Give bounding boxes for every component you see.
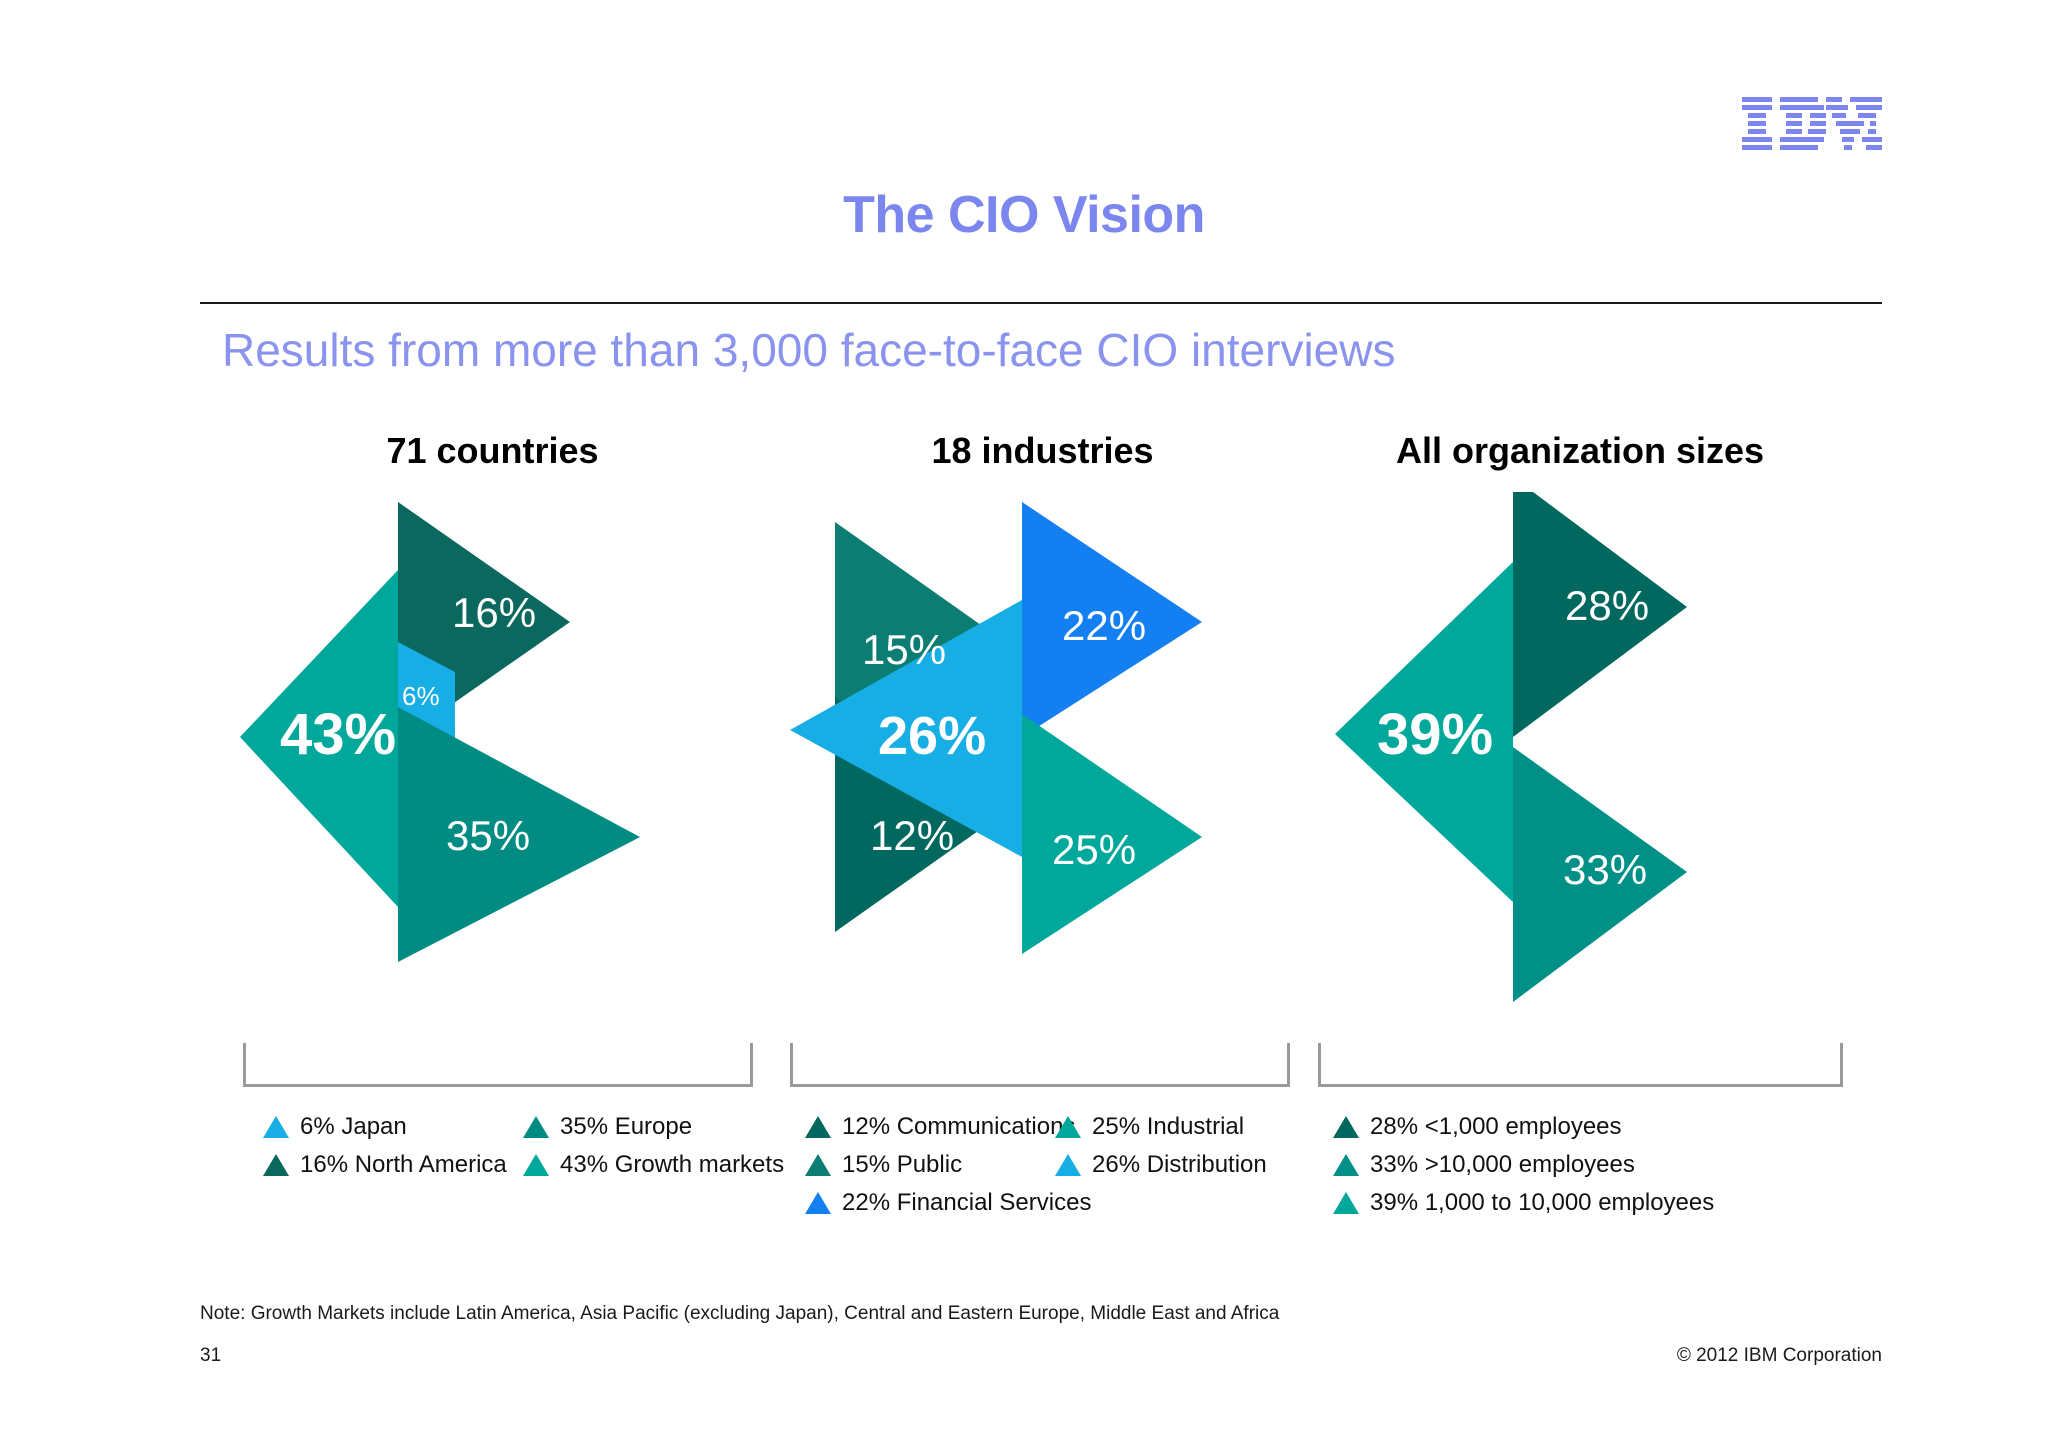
legend-item-north-america: 16% North America (263, 1146, 523, 1184)
legend-label: 16% North America (300, 1151, 507, 1178)
slice-label-growth-markets: 43% (280, 702, 396, 767)
triangle-marker-icon (805, 1116, 831, 1138)
legend-label: 25% Industrial (1092, 1113, 1245, 1140)
triangle-marker-icon (523, 1154, 549, 1176)
legend-item-communications: 12% Communications (805, 1108, 1075, 1146)
slice-under-1000 (1513, 492, 1687, 737)
chart-bracket-org-sizes (1318, 1043, 1843, 1087)
slice-label-europe: 35% (446, 812, 530, 859)
triangle-marker-icon (1333, 1192, 1359, 1214)
chart-countries: 16% 6% 35% 43% (240, 502, 640, 962)
slice-europe (398, 707, 640, 962)
legend-item-financial-services: 22% Financial Services (805, 1184, 1305, 1222)
slice-label-over-10000: 33% (1563, 846, 1647, 893)
legend-label: 15% Public (842, 1151, 963, 1178)
slice-label-under-1000: 28% (1565, 582, 1649, 629)
legend-item-industrial: 25% Industrial (1055, 1108, 1305, 1146)
chart-industries: 15% 12% 22% 25% 26% (790, 502, 1202, 954)
footer-note: Note: Growth Markets include Latin Ameri… (200, 1303, 1280, 1324)
slice-industrial (1022, 714, 1202, 954)
legend-item-over-10000: 33% >10,000 employees (1333, 1146, 1853, 1184)
chart-bracket-countries (243, 1043, 753, 1087)
legend-label: 12% Communications (842, 1113, 1076, 1140)
chart-group-industries: 18 industries 15% 12% 22% 25% 26% (790, 430, 1295, 1052)
legend-item-growth-markets: 43% Growth markets (523, 1146, 785, 1184)
triangle-marker-icon (263, 1154, 289, 1176)
slice-1000-to-10000 (1335, 562, 1513, 902)
chart-heading-industries: 18 industries (931, 430, 1154, 471)
triangle-marker-icon (1333, 1154, 1359, 1176)
legend-item-1000-to-10000: 39% 1,000 to 10,000 employees (1333, 1184, 1853, 1222)
legend-item-under-1000: 28% <1,000 employees (1333, 1108, 1853, 1146)
legend-label: 33% >10,000 employees (1370, 1151, 1635, 1178)
chart-group-org-sizes: All organization sizes 28% 33% 39% (1315, 430, 1850, 1052)
chart-bracket-industries (790, 1043, 1290, 1087)
legend-org-sizes: 28% <1,000 employees 33% >10,000 employe… (1333, 1108, 1853, 1222)
triangle-marker-icon (805, 1192, 831, 1214)
legend-label: 35% Europe (560, 1113, 693, 1140)
copyright-notice: © 2012 IBM Corporation (1676, 1345, 1882, 1366)
legend-item-distribution: 26% Distribution (1055, 1146, 1305, 1184)
legend-countries: 6% Japan 35% Europe 16% North America 43… (263, 1108, 785, 1184)
chart-heading-countries: 71 countries (386, 430, 599, 471)
legend-label: 22% Financial Services (842, 1189, 1092, 1216)
slice-growth-markets (240, 570, 398, 907)
legend-label: 6% Japan (300, 1113, 407, 1140)
legend-label: 43% Growth markets (560, 1151, 785, 1178)
legend-label: 26% Distribution (1092, 1151, 1267, 1178)
page-number: 31 (200, 1345, 222, 1366)
triangle-marker-icon (805, 1154, 831, 1176)
legend-industries: 12% Communications 25% Industrial 15% Pu… (805, 1108, 1305, 1222)
triangle-marker-icon (523, 1116, 549, 1138)
title-divider (200, 302, 1882, 304)
triangle-marker-icon (263, 1116, 289, 1138)
legend-item-public: 15% Public (805, 1146, 1055, 1184)
triangle-marker-icon (1055, 1116, 1081, 1138)
slice-label-communications: 12% (870, 812, 954, 859)
page-subtitle: Results from more than 3,000 face-to-fac… (222, 324, 1396, 376)
ibm-logo (1742, 97, 1882, 150)
slice-label-financial-services: 22% (1062, 602, 1146, 649)
legend-label: 28% <1,000 employees (1370, 1113, 1622, 1140)
chart-group-countries: 71 countries 16% 6% 35% 43% (240, 430, 770, 1052)
slice-distribution (790, 600, 1022, 857)
slice-financial-services (1022, 502, 1202, 737)
slice-over-10000 (1513, 747, 1687, 1002)
slice-label-1000-to-10000: 39% (1377, 702, 1493, 767)
chart-org-sizes: 28% 33% 39% (1335, 492, 1687, 1002)
slice-label-japan: 6% (402, 681, 440, 711)
legend-label: 39% 1,000 to 10,000 employees (1370, 1189, 1715, 1216)
slice-label-distribution: 26% (878, 706, 986, 766)
slice-label-industrial: 25% (1052, 826, 1136, 873)
legend-item-japan: 6% Japan (263, 1108, 523, 1146)
triangle-marker-icon (1333, 1116, 1359, 1138)
slice-label-public: 15% (862, 626, 946, 673)
slice-label-north-america: 16% (452, 589, 536, 636)
page-title: The CIO Vision (843, 186, 1205, 244)
chart-heading-org-sizes: All organization sizes (1395, 430, 1765, 471)
triangle-marker-icon (1055, 1154, 1081, 1176)
legend-item-europe: 35% Europe (523, 1108, 783, 1146)
